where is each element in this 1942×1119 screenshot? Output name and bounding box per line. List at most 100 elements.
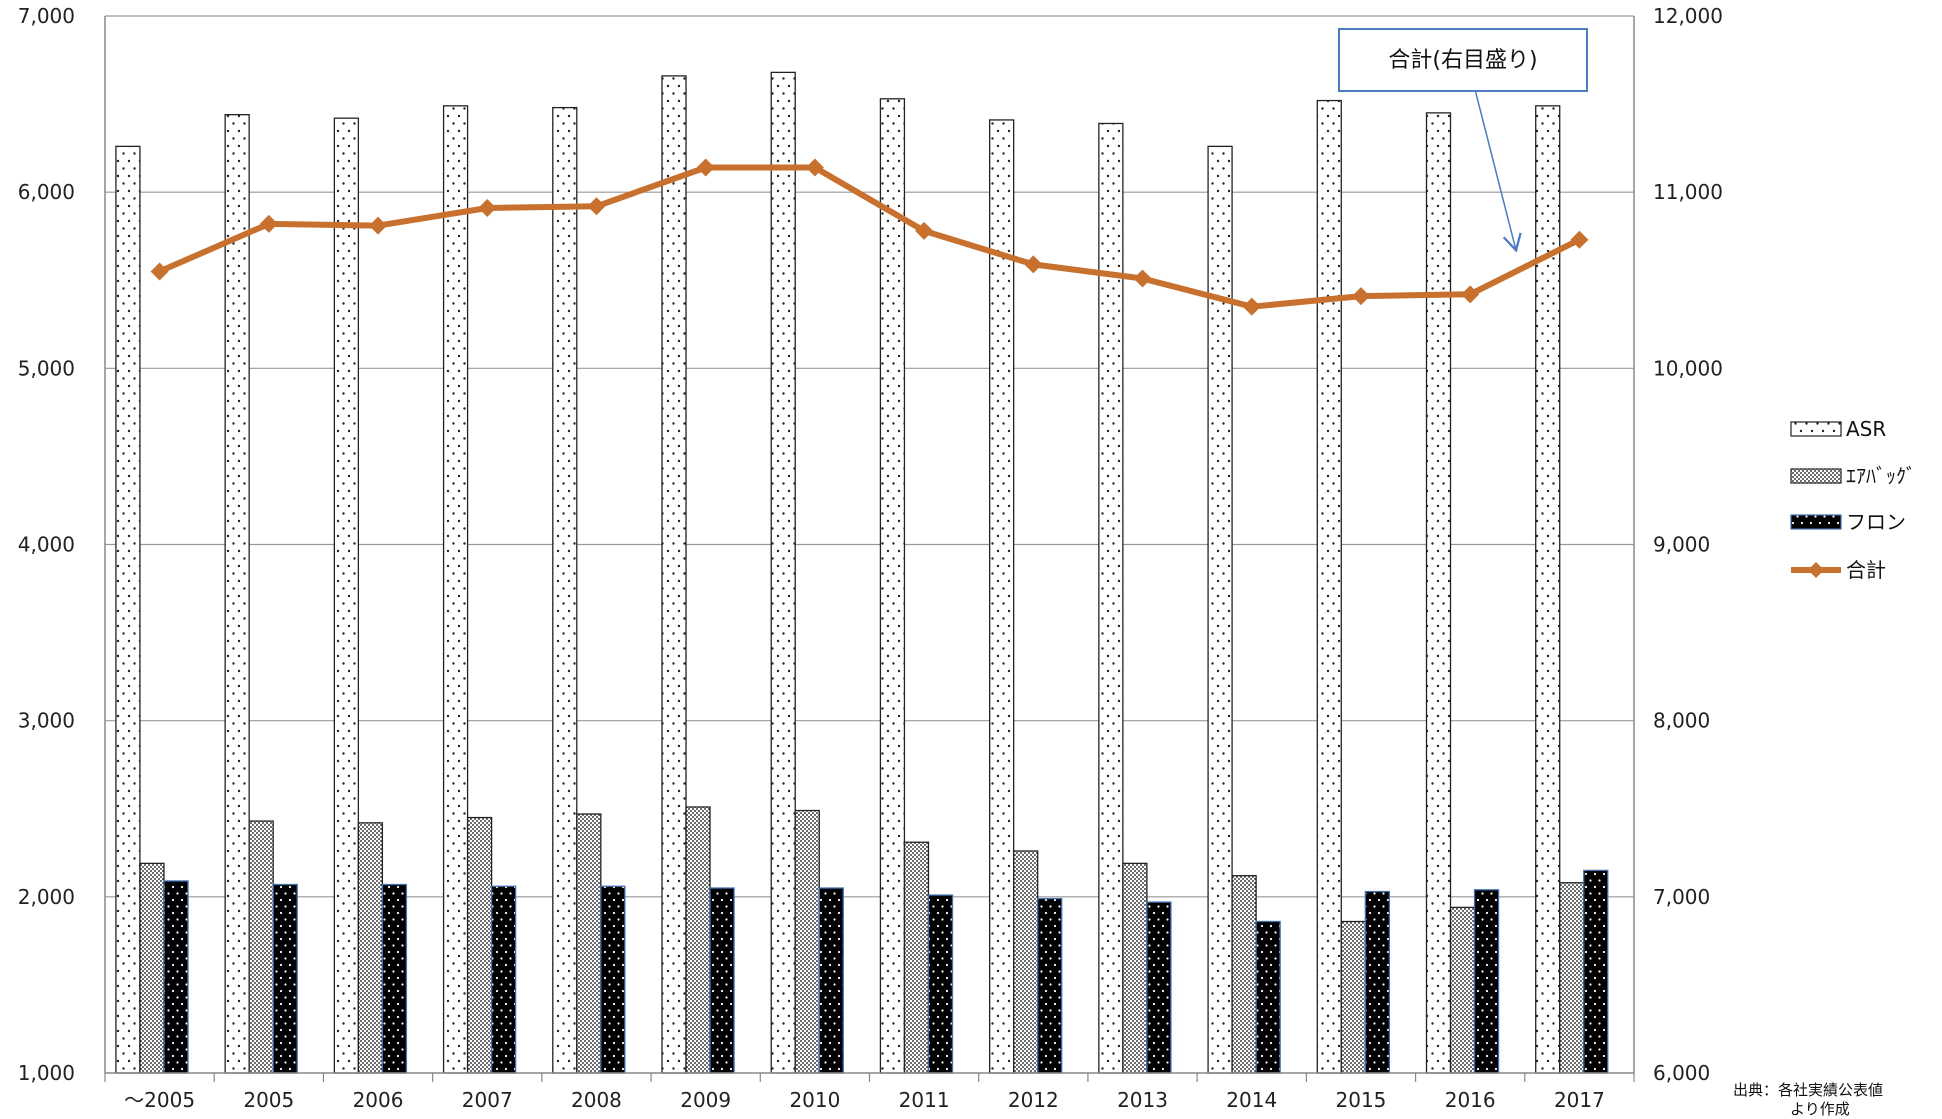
bar-0-8: [988, 119, 1015, 1074]
bar-0-5: [661, 75, 687, 1074]
y-left-tick-label: 1,000: [18, 1061, 75, 1085]
x-tick-label: 2010: [789, 1088, 840, 1112]
bar-0-9: [1098, 122, 1124, 1074]
bar-0-3: [442, 105, 469, 1074]
bar-0-12: [1425, 112, 1452, 1074]
bar-2-5: [709, 887, 735, 1074]
callout-text: 合計(右目盛り): [1388, 48, 1537, 73]
y-right-tick-label: 9,000: [1653, 533, 1710, 557]
legend-swatch-2: [1790, 514, 1842, 530]
bars: [115, 71, 1609, 1074]
total-line: [150, 158, 1589, 316]
bar-0-1: [224, 114, 250, 1074]
total-point-8: [1024, 255, 1043, 274]
bar-0-11: [1316, 99, 1342, 1074]
total-point-0: [150, 262, 169, 281]
y-left-tick-label: 5,000: [18, 356, 75, 380]
total-point-2: [369, 216, 388, 235]
bar-2-9: [1146, 901, 1172, 1074]
bar-2-11: [1364, 890, 1390, 1074]
bar-1-10: [1231, 875, 1257, 1074]
legend-swatch-1: [1790, 468, 1842, 484]
bar-1-8: [1013, 850, 1039, 1074]
x-tick-label: ～2005: [124, 1088, 195, 1112]
y-left-tick-label: 2,000: [18, 885, 75, 909]
x-tick-label: 2014: [1226, 1088, 1277, 1112]
y-right-tick-label: 12,000: [1653, 4, 1723, 28]
bar-2-13: [1583, 869, 1609, 1074]
axes: 1,000 2,000 3,000 4,000 5,000 6,000 7,000 6,000…: [18, 4, 1723, 1112]
source-line-2: より作成: [1790, 1100, 1850, 1118]
x-tick-label: 2012: [1008, 1088, 1059, 1112]
bar-0-4: [552, 106, 578, 1074]
bar-2-6: [818, 887, 844, 1074]
total-point-3: [478, 199, 497, 218]
bar-2-12: [1473, 889, 1500, 1074]
total-point-7: [915, 221, 934, 240]
y-right-tick-label: 10,000: [1653, 356, 1723, 380]
bar-2-3: [490, 885, 517, 1074]
y-right-tick-label: 6,000: [1653, 1061, 1710, 1085]
bar-0-2: [333, 117, 360, 1074]
bar-1-13: [1559, 882, 1585, 1074]
x-tick-label: 2006: [353, 1088, 404, 1112]
total-series-line: [158, 164, 1581, 310]
y-left-tick-label: 7,000: [18, 4, 75, 28]
legend-label-0: ASR: [1846, 417, 1886, 441]
legend-swatch-marker: [1808, 562, 1824, 578]
bar-1-3: [466, 816, 493, 1074]
bar-0-13: [1535, 105, 1561, 1074]
bar-2-7: [927, 894, 954, 1074]
total-point-5: [696, 158, 715, 177]
total-point-11: [1351, 287, 1370, 306]
y-left-tick-label: 6,000: [18, 180, 75, 204]
y-left-tick-label: 4,000: [18, 533, 75, 557]
bar-2-10: [1255, 920, 1281, 1074]
x-tick-label: 2005: [243, 1088, 294, 1112]
x-tick-label: 2008: [571, 1088, 622, 1112]
bar-1-2: [357, 822, 384, 1074]
y-right-tick-label: 8,000: [1653, 709, 1710, 733]
legend-label-2: フロン: [1846, 510, 1906, 534]
x-tick-label: 2013: [1117, 1088, 1168, 1112]
bar-1-5: [685, 806, 711, 1074]
legend-swatch-0: [1790, 421, 1842, 437]
bar-1-9: [1122, 862, 1148, 1074]
bar-1-7: [903, 841, 930, 1074]
x-tick-label: 2009: [680, 1088, 731, 1112]
source-line-1: 出典：各社実績公表値: [1733, 1081, 1883, 1099]
bar-2-1: [272, 883, 298, 1074]
bar-2-4: [600, 885, 626, 1074]
bar-0-10: [1207, 145, 1233, 1074]
total-point-4: [587, 197, 606, 216]
x-tick-label: 2011: [899, 1088, 950, 1112]
total-point-13: [1570, 230, 1589, 249]
x-tick-label: 2007: [462, 1088, 513, 1112]
total-point-12: [1461, 285, 1480, 304]
total-point-1: [259, 214, 278, 233]
total-point-6: [805, 158, 824, 177]
bar-2-0: [163, 880, 189, 1074]
y-right-tick-label: 7,000: [1653, 885, 1710, 909]
callout-arrow: [1474, 90, 1522, 253]
total-point-10: [1242, 297, 1261, 316]
x-tick-label: 2016: [1445, 1088, 1496, 1112]
bar-1-6: [794, 809, 820, 1074]
y-right-tick-label: 11,000: [1653, 180, 1723, 204]
legend-label-3: 合計: [1846, 558, 1886, 582]
bar-0-0: [115, 145, 141, 1074]
callout-box: [1338, 28, 1588, 92]
bar-1-11: [1340, 920, 1366, 1074]
bar-2-2: [381, 883, 408, 1074]
bar-1-4: [576, 813, 602, 1074]
bar-1-12: [1449, 906, 1476, 1074]
bar-0-6: [770, 71, 796, 1074]
bar-2-8: [1037, 897, 1063, 1074]
bar-0-7: [879, 98, 906, 1074]
total-point-9: [1133, 269, 1152, 288]
legend-label-1: ｴｱﾊﾞｯｸﾞ: [1846, 464, 1916, 488]
callout: 合計(右目盛り): [1338, 28, 1588, 253]
